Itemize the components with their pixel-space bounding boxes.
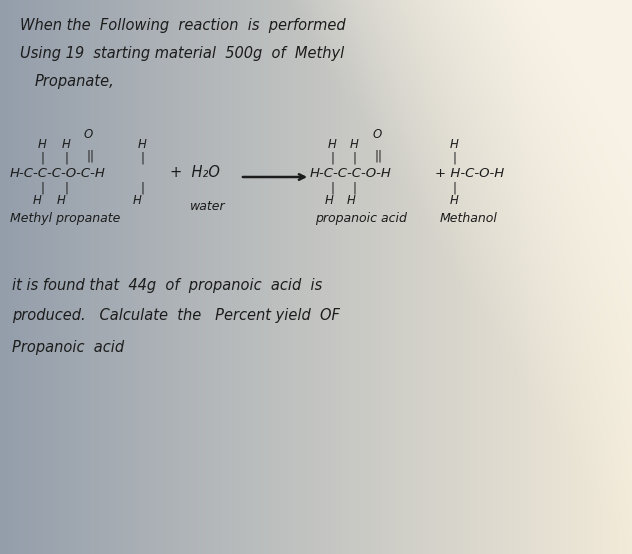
Text: H: H [350,138,359,151]
Text: produced.   Calculate  the   Percent yield  OF: produced. Calculate the Percent yield OF [12,308,340,323]
Text: propanoic acid: propanoic acid [315,212,407,225]
Text: Methanol: Methanol [440,212,498,225]
Text: ||: || [86,150,94,163]
Text: H-C-C-C-O-C-H: H-C-C-C-O-C-H [10,167,106,180]
Text: Methyl propanate: Methyl propanate [10,212,120,225]
Text: H: H [38,138,47,151]
Text: |: | [140,181,144,194]
Text: it is found that  44g  of  propanoic  acid  is: it is found that 44g of propanoic acid i… [12,278,322,293]
Text: H: H [450,138,459,151]
Text: |: | [452,181,456,194]
Text: When the  Following  reaction  is  performed: When the Following reaction is performed [20,18,346,33]
Text: |: | [140,152,144,165]
Text: +  H₂O: + H₂O [170,165,220,180]
Text: H: H [57,194,66,207]
Text: Propanoic  acid: Propanoic acid [12,340,124,355]
Text: H: H [328,138,337,151]
Text: |: | [330,152,334,165]
Text: |: | [352,152,356,165]
Text: H: H [33,194,42,207]
Text: O: O [84,128,94,141]
Text: H: H [347,194,356,207]
Text: H: H [450,194,459,207]
Text: H-C-C-C-O-H: H-C-C-C-O-H [310,167,392,180]
Text: |: | [64,152,68,165]
Text: H: H [62,138,71,151]
Text: water: water [190,200,226,213]
Text: H: H [138,138,147,151]
Text: |: | [40,181,44,194]
Text: Using 19  starting material  500g  of  Methyl: Using 19 starting material 500g of Methy… [20,46,344,61]
Text: H: H [133,194,142,207]
Text: |: | [452,152,456,165]
Text: |: | [64,181,68,194]
Text: |: | [352,181,356,194]
Text: + H-C-O-H: + H-C-O-H [435,167,504,180]
Text: ||: || [374,150,382,163]
Text: H: H [325,194,334,207]
Text: |: | [330,181,334,194]
Text: Propanate,: Propanate, [35,74,115,89]
Text: O: O [373,128,382,141]
Text: |: | [40,152,44,165]
